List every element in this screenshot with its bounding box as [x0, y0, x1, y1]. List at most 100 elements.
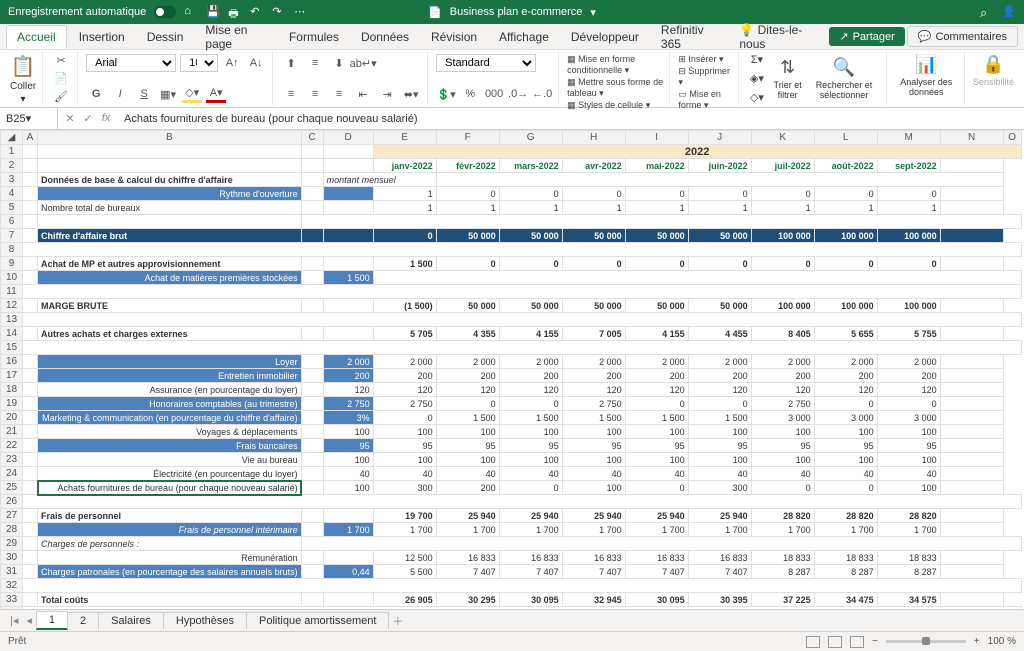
dec-decimal-icon[interactable]: ←.0: [532, 85, 552, 103]
sheet-tab[interactable]: Hypothèses: [163, 612, 247, 629]
accept-formula-icon[interactable]: ✓: [80, 112, 96, 125]
more-icon[interactable]: ⋯: [294, 5, 308, 19]
cancel-formula-icon[interactable]: ✕: [62, 112, 78, 125]
fill-color-icon[interactable]: ◇▾: [182, 85, 202, 103]
tab-nav-first[interactable]: |◂: [6, 614, 22, 627]
tab-dessin[interactable]: Dessin: [137, 26, 194, 48]
zoom-out-icon[interactable]: −: [872, 636, 878, 647]
col-header[interactable]: L: [814, 131, 877, 145]
dropdown-icon[interactable]: ▾: [590, 6, 596, 19]
fx-icon[interactable]: fx: [98, 112, 114, 125]
undo-icon[interactable]: ↶: [250, 5, 264, 19]
account-icon[interactable]: 👤: [1002, 5, 1016, 19]
zoom-in-icon[interactable]: +: [974, 636, 980, 647]
col-header[interactable]: A: [23, 131, 38, 145]
cell-styles[interactable]: ▦ Styles de cellule ▾: [567, 100, 663, 111]
sheet-tab[interactable]: Salaires: [98, 612, 164, 629]
print-icon[interactable]: 🖶: [228, 5, 242, 19]
align-top-icon[interactable]: ⬆: [281, 54, 301, 72]
formula-input[interactable]: Achats fournitures de bureau (pour chaqu…: [118, 113, 1024, 125]
format-cells[interactable]: ▭ Mise en forme ▾: [678, 89, 731, 111]
col-header[interactable]: G: [499, 131, 562, 145]
font-color-icon[interactable]: A▾: [206, 85, 226, 103]
col-header[interactable]: K: [751, 131, 814, 145]
analyze-data-button[interactable]: 📊Analyser des données: [895, 54, 958, 97]
zoom-level[interactable]: 100 %: [988, 636, 1016, 647]
col-header[interactable]: F: [436, 131, 499, 145]
col-header[interactable]: B: [38, 131, 302, 145]
col-header[interactable]: H: [562, 131, 625, 145]
tab-revision[interactable]: Révision: [421, 26, 487, 48]
increase-font-icon[interactable]: A↑: [222, 54, 242, 72]
clear-icon[interactable]: ◇▾: [747, 89, 767, 107]
underline-icon[interactable]: S: [134, 85, 154, 103]
select-all[interactable]: ◢: [1, 131, 23, 145]
home-icon[interactable]: ⌂: [184, 5, 198, 19]
decrease-font-icon[interactable]: A↓: [246, 54, 266, 72]
cut-icon[interactable]: ✂: [51, 54, 71, 68]
tab-formules[interactable]: Formules: [279, 26, 349, 48]
autosave-toggle[interactable]: [154, 6, 176, 18]
col-header[interactable]: O: [1003, 131, 1021, 145]
number-format-select[interactable]: Standard: [436, 54, 536, 72]
italic-icon[interactable]: I: [110, 85, 130, 103]
sensitivity-button[interactable]: 🔒Sensibilité: [973, 54, 1014, 87]
col-header[interactable]: N: [940, 131, 1003, 145]
bold-icon[interactable]: G: [86, 85, 106, 103]
tab-nav-prev[interactable]: ◂: [22, 614, 36, 627]
name-box[interactable]: B25 ▾: [0, 108, 58, 129]
tab-refinitiv[interactable]: Refinitiv 365: [651, 19, 727, 55]
col-header[interactable]: M: [877, 131, 940, 145]
sheet-tab[interactable]: 2: [67, 612, 99, 629]
inc-decimal-icon[interactable]: .0→: [508, 85, 528, 103]
insert-cells[interactable]: ⊞ Insérer ▾: [678, 54, 731, 65]
merge-icon[interactable]: ⬌▾: [401, 85, 421, 103]
view-pagebreak-icon[interactable]: [850, 636, 864, 648]
view-normal-icon[interactable]: [806, 636, 820, 648]
sheet-tab[interactable]: Politique amortissement: [246, 612, 389, 629]
spreadsheet-grid[interactable]: ◢ A B C D E F G H I J K L M N O 12022 2j…: [0, 130, 1024, 609]
tellme[interactable]: 💡 Dites-le-nous: [729, 19, 825, 55]
col-header[interactable]: I: [625, 131, 688, 145]
search-icon[interactable]: ⌕: [980, 5, 994, 19]
tab-accueil[interactable]: Accueil: [6, 25, 67, 49]
tab-donnees[interactable]: Données: [351, 26, 419, 48]
tab-insertion[interactable]: Insertion: [69, 26, 135, 48]
col-header[interactable]: J: [688, 131, 751, 145]
tab-affichage[interactable]: Affichage: [489, 26, 559, 48]
indent-dec-icon[interactable]: ⇤: [353, 85, 373, 103]
autosum-icon[interactable]: Σ▾: [747, 51, 767, 69]
border-icon[interactable]: ▦▾: [158, 85, 178, 103]
percent-icon[interactable]: %: [460, 85, 480, 103]
align-middle-icon[interactable]: ≡: [305, 54, 325, 72]
tab-developpeur[interactable]: Développeur: [561, 26, 649, 48]
align-left-icon[interactable]: ≡: [281, 85, 301, 103]
sheet-tab[interactable]: 1: [36, 611, 68, 630]
view-layout-icon[interactable]: [828, 636, 842, 648]
col-header[interactable]: E: [373, 131, 436, 145]
comma-icon[interactable]: 000: [484, 85, 504, 103]
sort-filter-button[interactable]: ⇅Trier et filtrer: [771, 57, 805, 100]
copy-icon[interactable]: 📄: [51, 72, 71, 86]
add-sheet-button[interactable]: ＋: [388, 613, 407, 629]
find-select-button[interactable]: 🔍Rechercher et sélectionner: [808, 57, 879, 100]
zoom-slider[interactable]: [886, 640, 966, 643]
share-button[interactable]: ↗ Partager: [829, 27, 904, 46]
conditional-formatting[interactable]: ▦ Mise en forme conditionnelle ▾: [567, 54, 663, 76]
align-bottom-icon[interactable]: ⬇: [329, 54, 349, 72]
currency-icon[interactable]: 💲▾: [436, 85, 456, 103]
comments-button[interactable]: 💬 Commentaires: [907, 26, 1018, 47]
redo-icon[interactable]: ↷: [272, 5, 286, 19]
col-header[interactable]: C: [301, 131, 323, 145]
format-painter-icon[interactable]: 🖌: [51, 89, 71, 103]
tab-mise-en-page[interactable]: Mise en page: [195, 19, 277, 55]
fill-icon[interactable]: ◈▾: [747, 70, 767, 88]
font-size-select[interactable]: 10: [180, 54, 218, 72]
wrap-text-icon[interactable]: ab↵▾: [353, 54, 373, 72]
font-name-select[interactable]: Arial: [86, 54, 176, 72]
align-center-icon[interactable]: ≡: [305, 85, 325, 103]
format-as-table[interactable]: ▦ Mettre sous forme de tableau ▾: [567, 77, 663, 99]
col-header[interactable]: D: [323, 131, 373, 145]
delete-cells[interactable]: ⊟ Supprimer ▾: [678, 66, 731, 88]
save-icon[interactable]: 💾: [206, 5, 220, 19]
